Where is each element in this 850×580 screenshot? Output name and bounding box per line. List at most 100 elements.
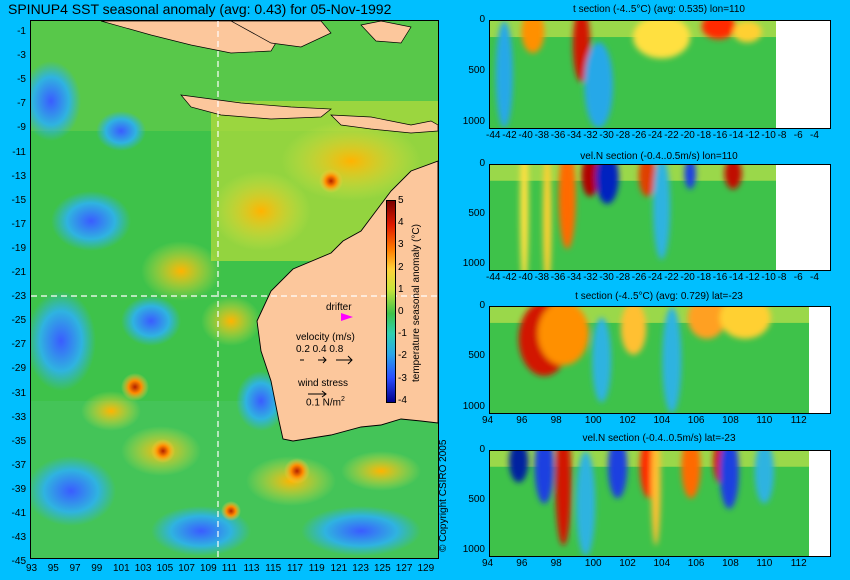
section-x-tick: -24 bbox=[648, 130, 663, 141]
velocity-scale: 0.2 0.4 0.8 bbox=[296, 344, 344, 355]
section-x-tick: 98 bbox=[550, 558, 562, 569]
section-x-tick: -42 bbox=[502, 272, 517, 283]
section-x-tick: 96 bbox=[516, 558, 528, 569]
section-x-tick: -42 bbox=[502, 130, 517, 141]
section-panel[interactable] bbox=[489, 20, 831, 129]
sst-anomaly-map[interactable] bbox=[30, 20, 439, 559]
section-y-tick: 500 bbox=[468, 64, 485, 76]
section-x-tick: 106 bbox=[687, 558, 705, 569]
section-x-tick: -6 bbox=[793, 272, 803, 283]
section-x-tick: -18 bbox=[696, 130, 712, 141]
section-x-tick: -28 bbox=[615, 272, 631, 283]
map-y-tick: -27 bbox=[11, 339, 26, 351]
section-x-tick: -34 bbox=[567, 272, 582, 283]
section-y-tick: 0 bbox=[479, 444, 485, 455]
section-x-tick: -28 bbox=[615, 130, 631, 141]
section-y-tick: 500 bbox=[468, 494, 485, 505]
map-x-tick: 125 bbox=[374, 563, 391, 574]
section-x-tick: -12 bbox=[745, 272, 760, 283]
section-x-tick: -14 bbox=[729, 272, 744, 283]
section-x-tick: 110 bbox=[756, 558, 773, 569]
map-y-tick: -11 bbox=[12, 146, 26, 158]
wind-stress-label: wind stress bbox=[298, 378, 349, 389]
section-y-tick: 1000 bbox=[462, 115, 485, 127]
section-x-tick: -4 bbox=[810, 272, 819, 283]
section-x-tick: -32 bbox=[583, 130, 598, 141]
colorbar-tick: -1 bbox=[398, 328, 407, 340]
section-x-tick: 100 bbox=[584, 415, 602, 426]
colorbar-tick: -4 bbox=[398, 394, 407, 406]
copyright-notice: © Copyright CSIRO 2005 bbox=[438, 439, 449, 552]
colorbar-tick: -2 bbox=[398, 350, 407, 362]
section-x-tick: 104 bbox=[653, 558, 671, 569]
map-x-tick: 93 bbox=[26, 563, 38, 574]
map-y-tick: -21 bbox=[11, 267, 26, 278]
map-y-tick: -31 bbox=[11, 387, 26, 399]
section-y-tick: 1000 bbox=[462, 544, 485, 555]
section-panel[interactable] bbox=[489, 306, 831, 414]
section-x-tick: -32 bbox=[583, 272, 598, 283]
section-x-tick: -22 bbox=[664, 130, 679, 141]
section-y-tick: 0 bbox=[479, 300, 485, 311]
section-x-tick: -16 bbox=[712, 272, 728, 283]
section-x-tick: -36 bbox=[550, 272, 566, 283]
section-y-tick: 1000 bbox=[462, 400, 485, 412]
map-y-tick: -39 bbox=[11, 483, 26, 495]
section-x-tick: -30 bbox=[599, 130, 614, 141]
map-y-tick: -7 bbox=[17, 98, 26, 110]
section-x-tick: 112 bbox=[790, 415, 807, 426]
section-x-tick: -8 bbox=[777, 272, 787, 283]
section-panel[interactable] bbox=[489, 450, 831, 557]
section-panel[interactable] bbox=[489, 164, 831, 271]
section-x-tick: -38 bbox=[534, 130, 550, 141]
map-x-tick: 127 bbox=[395, 563, 413, 574]
map-y-tick: -29 bbox=[11, 363, 26, 375]
section-x-tick: 112 bbox=[790, 558, 807, 569]
section-x-tick: 94 bbox=[482, 558, 494, 569]
map-y-tick: -41 bbox=[11, 508, 26, 519]
colorbar-tick: 4 bbox=[398, 217, 404, 229]
map-y-tick: -23 bbox=[11, 291, 26, 303]
colorbar-tick: 0 bbox=[398, 306, 404, 317]
map-x-tick: 119 bbox=[308, 563, 325, 574]
section-y-tick: 500 bbox=[468, 350, 485, 362]
section-x-tick: -24 bbox=[648, 272, 663, 283]
section-x-tick: -4 bbox=[810, 130, 819, 141]
map-x-tick: 103 bbox=[134, 563, 152, 574]
map-y-tick: -37 bbox=[11, 459, 26, 471]
section-x-tick: -36 bbox=[550, 130, 566, 141]
section-x-tick: 106 bbox=[687, 415, 705, 426]
velocity-arrows bbox=[300, 355, 353, 365]
section-y-tick: 1000 bbox=[462, 258, 485, 269]
colorbar-tick: 5 bbox=[398, 195, 404, 206]
section-x-tick: -8 bbox=[777, 130, 787, 141]
section-y-tick: 500 bbox=[468, 208, 485, 219]
colorbar-tick: 3 bbox=[398, 239, 404, 251]
map-title: SPINUP4 SST seasonal anomaly (avg: 0.43)… bbox=[8, 1, 392, 17]
map-x-tick: 113 bbox=[243, 563, 260, 574]
section-x-tick: 104 bbox=[653, 415, 671, 426]
map-y-tick: -15 bbox=[11, 194, 26, 206]
section-x-tick: -10 bbox=[761, 130, 776, 141]
map-x-tick: 95 bbox=[47, 563, 59, 574]
section-x-tick: 102 bbox=[619, 415, 636, 426]
map-x-tick: 129 bbox=[417, 563, 435, 574]
section-x-tick: -18 bbox=[696, 272, 712, 283]
map-x-tick: 109 bbox=[200, 563, 217, 574]
section-x-tick: 98 bbox=[550, 415, 562, 426]
section-title: vel.N section (-0.4..0.5m/s) lat=-23 bbox=[582, 433, 736, 444]
section-x-tick: -40 bbox=[518, 272, 533, 283]
map-y-tick: -19 bbox=[11, 242, 26, 254]
map-x-tick: 105 bbox=[156, 563, 174, 574]
drifter-label: drifter bbox=[326, 302, 352, 313]
map-x-tick: 115 bbox=[265, 563, 282, 574]
section-x-tick: -22 bbox=[664, 272, 679, 283]
map-y-tick: -45 bbox=[11, 556, 26, 568]
section-x-tick: -16 bbox=[712, 130, 728, 141]
section-title: t section (-4..5°C) (avg: 0.729) lat=-23 bbox=[575, 291, 743, 302]
map-x-tick: 99 bbox=[91, 563, 103, 574]
section-x-tick: -38 bbox=[534, 272, 550, 283]
map-x-tick: 101 bbox=[113, 563, 130, 574]
map-y-tick: -43 bbox=[11, 532, 26, 544]
colorbar-tick: -3 bbox=[398, 372, 407, 384]
